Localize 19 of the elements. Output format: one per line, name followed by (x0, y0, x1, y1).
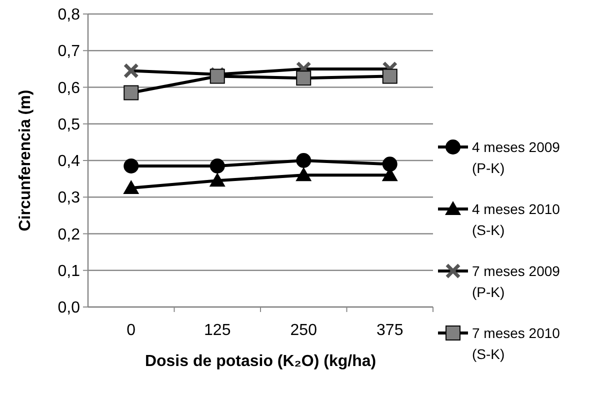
legend-label: 4 meses 2009 (P-K) (472, 138, 560, 176)
x-tick-label: 250 (290, 322, 318, 339)
y-axis-title: Circunferencia (m) (17, 90, 34, 232)
y-tick-label: 0,0 (58, 300, 80, 317)
x-tick-label: 125 (204, 322, 231, 339)
y-tick-label: 0,4 (58, 153, 80, 170)
legend-label: 7 meses 2009 (P-K) (472, 262, 560, 300)
x-axis-title: Dosis de potasio (K₂O) (kg/ha) (144, 353, 376, 370)
y-tick-label: 0,1 (58, 262, 80, 280)
legend-label: 4 meses 2010 (S-K) (472, 200, 560, 238)
x-tick-label: 0 (126, 322, 136, 339)
y-tick-label: 0,8 (58, 6, 80, 24)
y-tick-label: 0,3 (58, 190, 80, 207)
legend-label: 7 meses 2010 (S-K) (472, 324, 560, 362)
y-tick-label: 0,6 (58, 80, 80, 97)
y-tick-label: 0,2 (58, 226, 80, 244)
y-tick-label: 0,7 (58, 43, 80, 60)
y-tick-label: 0,5 (58, 116, 80, 134)
x-tick-label: 375 (376, 322, 404, 339)
